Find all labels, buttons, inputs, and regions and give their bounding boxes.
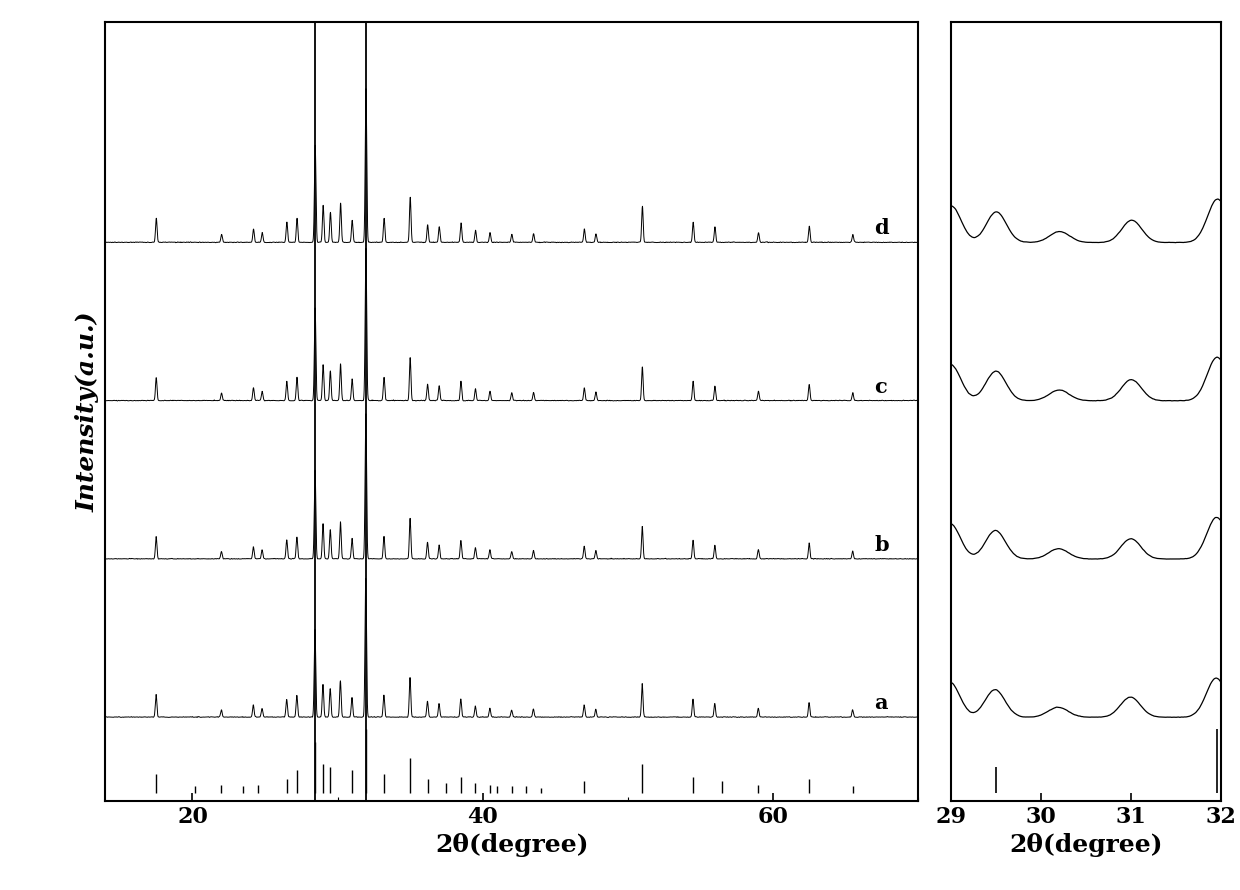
Text: c: c: [874, 376, 888, 397]
Y-axis label: Intensity(a.u.): Intensity(a.u.): [76, 312, 100, 512]
Text: a: a: [874, 693, 888, 713]
Text: b: b: [874, 535, 889, 554]
X-axis label: 2θ(degree): 2θ(degree): [1009, 833, 1163, 857]
Text: d: d: [874, 218, 889, 239]
X-axis label: 2θ(degree): 2θ(degree): [435, 833, 589, 857]
